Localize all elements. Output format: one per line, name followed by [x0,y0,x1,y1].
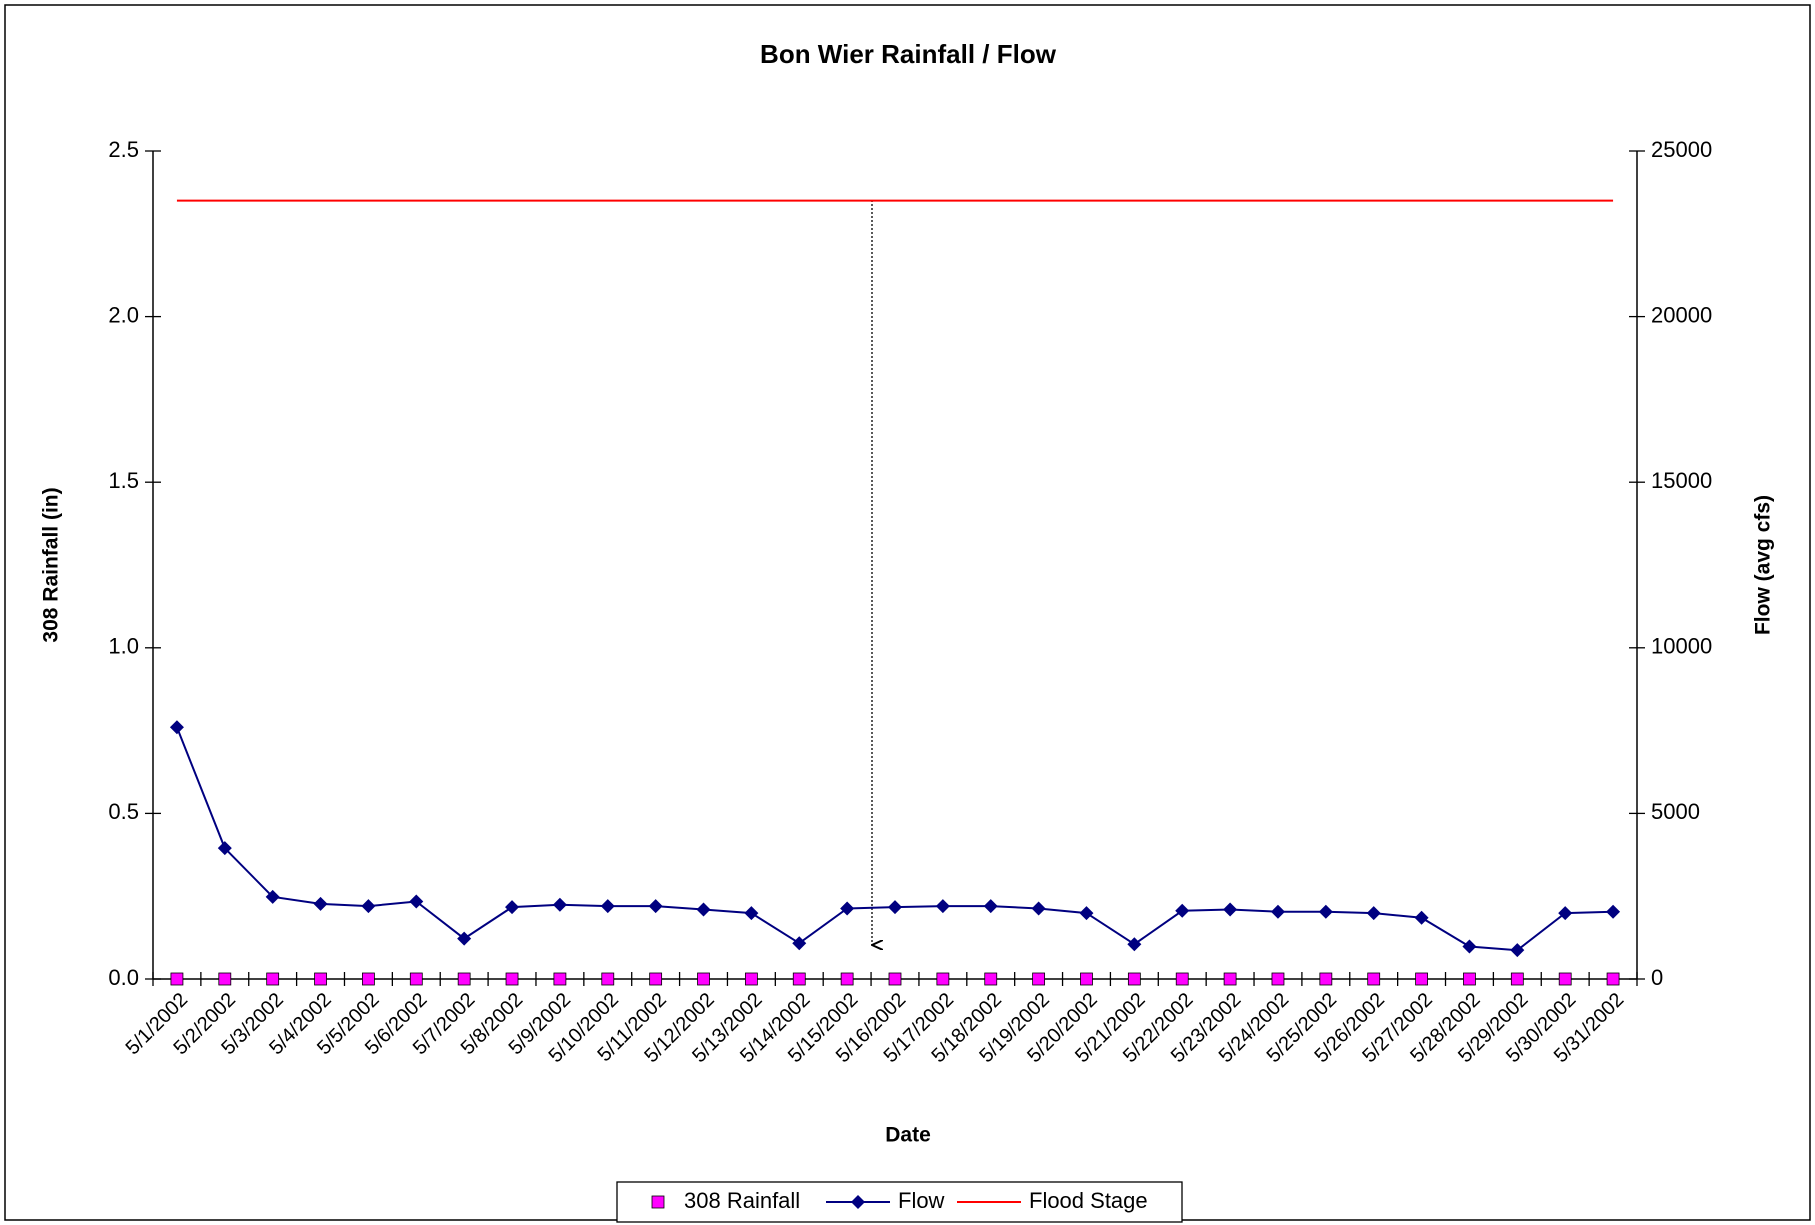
data-point [361,899,376,914]
data-point [1606,972,1620,986]
data-point [409,972,423,986]
data-point [697,972,710,986]
data-point [1462,939,1477,954]
data-point [1223,972,1237,986]
data-point [792,972,806,986]
data-point [601,972,615,986]
data-point [1031,901,1046,916]
data-point [266,972,280,986]
data-point [1558,906,1573,921]
data-point [935,899,950,914]
data-point [1270,904,1285,919]
data-point [362,972,375,986]
data-point [169,720,184,735]
data-point [553,972,567,986]
data-point [1080,972,1093,986]
data-point [1415,972,1428,986]
data-point [1366,906,1381,921]
y2-tick-label: 20000 [1651,302,1712,327]
data-point [936,972,950,986]
legend-label: 308 Rainfall [684,1188,800,1213]
legend-marker [651,1195,665,1209]
data-point [1367,972,1381,986]
data-point [1510,972,1524,986]
y-tick-label: 1.0 [108,634,139,659]
x-axis-title: Date [885,1124,931,1147]
data-point [1079,906,1094,921]
data-point [1558,972,1572,986]
chart-border [4,4,1811,1221]
data-point [505,900,520,915]
data-point [983,899,998,914]
y2-tick-label: 25000 [1651,137,1712,162]
data-point [1606,904,1621,919]
chart-title: Bon Wier Rainfall / Flow [760,39,1057,69]
data-point [649,972,663,986]
data-point [457,972,471,986]
data-point [984,972,998,986]
data-point [1510,943,1525,958]
data-point [648,899,663,914]
legend-marker [851,1195,865,1209]
data-point [1319,972,1333,986]
data-point [600,899,615,914]
y2-tick-label: 0 [1651,965,1663,990]
y-tick-label: 0.0 [108,965,139,990]
legend [616,1181,1183,1223]
data-point [1414,910,1429,925]
data-point [457,931,472,946]
data-point [218,972,232,986]
data-point [1223,902,1238,917]
data-point [744,972,758,986]
data-point [840,972,854,986]
data-point [1127,937,1142,952]
data-point [1175,972,1189,986]
data-point [170,972,184,986]
y2-tick-label: 15000 [1651,468,1712,493]
data-point [744,906,759,921]
y-tick-label: 1.5 [108,468,139,493]
data-point [888,972,902,986]
data-point [888,900,902,915]
y2-axis-title: Flow (avg cfs) [1752,495,1775,635]
data-point [217,841,232,856]
data-point [792,936,807,951]
data-point [1318,904,1333,919]
data-point [1032,972,1046,986]
y-axis-title: 308 Rainfall (in) [40,487,63,642]
data-point [505,972,519,986]
data-point [696,902,711,917]
data-point [265,889,280,904]
data-point [552,897,567,912]
y-tick-label: 0.5 [108,799,139,824]
data-point [409,894,424,909]
data-point [1175,903,1190,918]
data-point [1127,972,1141,986]
y-tick-label: 2.0 [108,302,139,327]
data-point [1463,972,1476,986]
legend-label: Flood Stage [1029,1188,1148,1213]
data-point [1271,972,1285,986]
y2-tick-label: 10000 [1651,634,1712,659]
y-tick-label: 2.5 [108,137,139,162]
data-point [313,896,328,911]
legend-label: Flow [898,1188,945,1213]
data-point [314,972,327,986]
y2-tick-label: 5000 [1651,799,1700,824]
data-point [840,901,855,916]
